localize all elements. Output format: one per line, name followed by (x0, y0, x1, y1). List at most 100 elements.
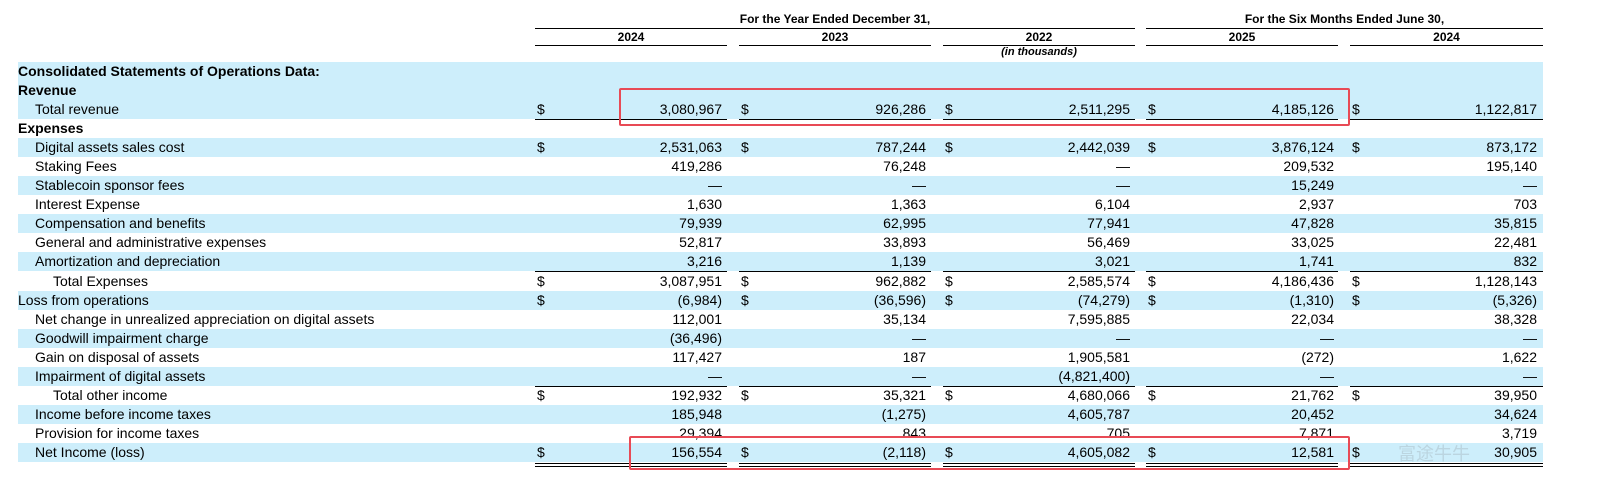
value-cell: 1,905,581 (1067, 349, 1130, 365)
value-cell: — (1116, 177, 1130, 193)
value-cell: 12,581 (1291, 444, 1334, 460)
currency-symbol: $ (945, 444, 953, 460)
row-underline (1350, 119, 1543, 120)
value-cell: (1,275) (881, 406, 926, 422)
row-label: Loss from operations (18, 292, 149, 308)
value-cell: — (1116, 158, 1130, 174)
row-underline (943, 271, 1135, 272)
currency-symbol: $ (741, 444, 749, 460)
value-cell: 1,122,817 (1474, 101, 1537, 117)
value-cell: 52,817 (679, 234, 722, 250)
value-cell: — (912, 177, 926, 193)
row-underline (1350, 271, 1543, 272)
value-cell: 703 (1513, 196, 1537, 212)
col-header-2022: 2022 (1025, 30, 1053, 44)
section-title-row: Consolidated Statements of Operations Da… (18, 62, 1543, 81)
table-row: Goodwill impairment charge (36,496) — — — — (18, 329, 1543, 348)
value-cell: 15,249 (1291, 177, 1334, 193)
year-group-header: For the Year Ended December 31, (739, 12, 931, 26)
currency-symbol: $ (1148, 273, 1156, 289)
value-cell: 35,815 (1494, 215, 1537, 231)
value-cell: 30,905 (1494, 444, 1537, 460)
value-cell: — (708, 177, 722, 193)
currency-symbol: $ (1148, 387, 1156, 403)
value-cell: 22,481 (1494, 234, 1537, 250)
value-cell: 2,442,039 (1067, 139, 1130, 155)
value-cell: 2,531,063 (659, 139, 722, 155)
value-cell: 1,630 (686, 196, 722, 212)
value-cell: — (1523, 368, 1537, 384)
currency-symbol: $ (537, 444, 545, 460)
double-underline (943, 463, 1135, 464)
value-cell: 47,828 (1291, 215, 1334, 231)
row-label: Amortization and depreciation (35, 253, 221, 269)
currency-symbol: $ (1352, 139, 1360, 155)
table-row: Loss from operations (6,984) $ (36,596) $ (74… (18, 291, 1543, 310)
currency-symbol: $ (537, 273, 545, 289)
net-income-highlight (629, 436, 1350, 470)
value-cell: (6,984) (677, 292, 722, 308)
watermark: 富途牛牛 (1398, 440, 1470, 466)
value-cell: 1,622 (1501, 349, 1537, 365)
row-label: Provision for income taxes (35, 425, 200, 441)
row-underline (1350, 386, 1543, 387)
table-row: Total Expenses 3,087,951 $962,882 $2,585,57… (18, 272, 1543, 291)
row-label: Revenue (18, 82, 77, 98)
row-underline (535, 119, 727, 120)
double-underline (1146, 466, 1338, 467)
row-label: Staking Fees (35, 158, 117, 174)
value-cell: — (1116, 330, 1130, 346)
double-underline (1350, 463, 1543, 464)
value-cell: 832 (1513, 253, 1537, 269)
value-cell: 3,080,967 (659, 101, 722, 117)
value-cell: 39,950 (1494, 387, 1537, 403)
value-cell: (74,279) (1077, 292, 1130, 308)
row-label: Compensation and benefits (35, 215, 206, 231)
value-cell: 22,034 (1291, 311, 1334, 327)
value-cell: — (912, 330, 926, 346)
table-row: Interest Expense 1,630 1,363 6,104 2,937 703 (18, 195, 1543, 214)
currency-symbol: $ (537, 387, 545, 403)
double-underline (535, 463, 727, 464)
value-cell: 209,532 (1283, 158, 1334, 174)
value-cell: — (1523, 330, 1537, 346)
currency-symbol: $ (1352, 292, 1360, 308)
col-header-2025: 2025 (1228, 30, 1256, 44)
currency-symbol: $ (1148, 139, 1156, 155)
value-cell: 3,719 (1501, 425, 1537, 441)
table-row: Digital assets sales cost 2,531,063 $787,2… (18, 138, 1543, 157)
table-row: Income before income taxes 185,948 (1,275)… (18, 405, 1543, 424)
value-cell: 33,025 (1291, 234, 1334, 250)
value-cell: 1,741 (1298, 253, 1334, 269)
value-cell: 4,605,787 (1067, 406, 1130, 422)
value-cell: — (1320, 330, 1334, 346)
value-cell: 1,363 (890, 196, 926, 212)
value-cell: 2,585,574 (1067, 273, 1130, 289)
currency-symbol: $ (945, 101, 953, 117)
row-label: Impairment of digital assets (35, 368, 206, 384)
total-revenue-highlight (619, 88, 1350, 126)
row-label: Stablecoin sponsor fees (35, 177, 185, 193)
col-header-2023: 2023 (821, 30, 849, 44)
row-label: Gain on disposal of assets (35, 349, 200, 365)
currency-symbol: $ (741, 139, 749, 155)
table-row: Impairment of digital assets — — (4,821,400… (18, 367, 1543, 386)
currency-symbol: $ (1352, 444, 1360, 460)
value-cell: 35,134 (883, 311, 926, 327)
value-cell: 112,001 (672, 311, 722, 327)
col-header-2024-six-months: 2024 (1433, 30, 1460, 44)
row-underline (535, 271, 727, 272)
value-cell: 1,128,143 (1474, 273, 1537, 289)
row-underline (535, 386, 727, 387)
value-cell: (272) (1301, 349, 1334, 365)
year-header-rule-3 (943, 45, 1135, 46)
row-label: General and administrative expenses (35, 234, 267, 250)
row-label: Expenses (18, 120, 84, 136)
currency-symbol: $ (1352, 101, 1360, 117)
row-label: Interest Expense (35, 196, 141, 212)
value-cell: — (912, 368, 926, 384)
currency-symbol: $ (741, 273, 749, 289)
currency-symbol: $ (741, 101, 749, 117)
table-row: Amortization and depreciation 3,216 1,139 3… (18, 252, 1543, 271)
row-underline (943, 119, 1135, 120)
